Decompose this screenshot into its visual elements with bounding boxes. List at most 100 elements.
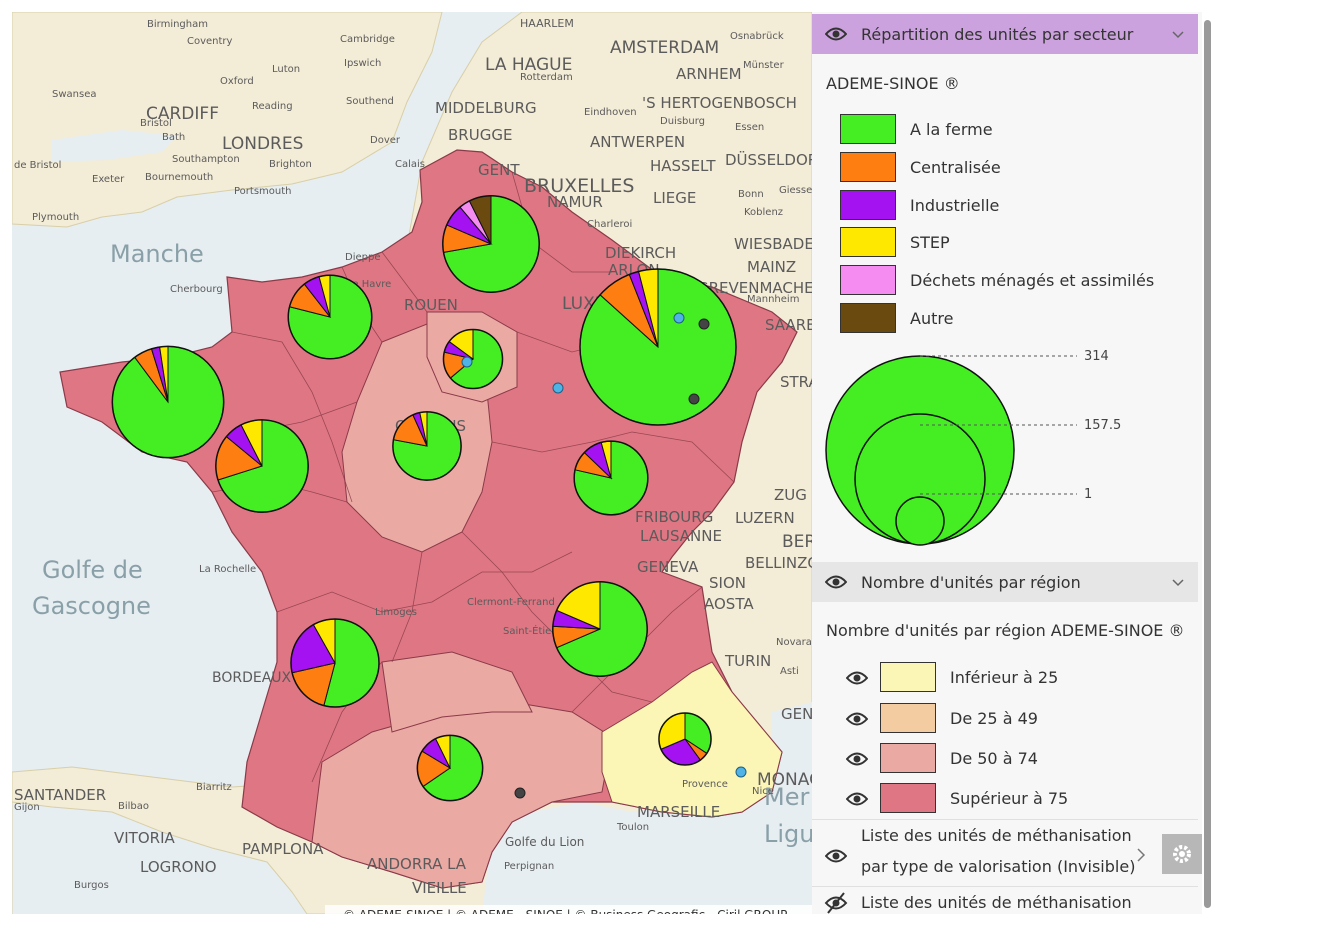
eye-icon[interactable] bbox=[846, 751, 868, 767]
city-label: MIDDELBURG bbox=[435, 99, 537, 117]
city-label: Exeter bbox=[92, 174, 125, 185]
pie-grand-est[interactable] bbox=[579, 268, 737, 426]
legend-swatch bbox=[840, 190, 896, 220]
city-label: Luton bbox=[272, 64, 300, 75]
city-label: LAUSANNE bbox=[640, 527, 722, 545]
city-label: Cambridge bbox=[340, 34, 395, 45]
map-attribution: © ADEME-SINOE | © ADEME - SINOE | © Busi… bbox=[325, 905, 812, 914]
city-label: Cherbourg bbox=[170, 284, 223, 295]
chevron-down-icon[interactable] bbox=[1172, 576, 1184, 588]
point-marker-dark[interactable] bbox=[688, 393, 700, 405]
eye-off-icon[interactable] bbox=[824, 892, 848, 914]
panel-scrollbar[interactable] bbox=[1204, 20, 1211, 908]
city-label: HASSELT bbox=[650, 157, 716, 175]
pie-bourgogne-franche-comte[interactable] bbox=[573, 440, 649, 516]
city-label: LA HAGUE bbox=[485, 55, 572, 75]
legend-swatch bbox=[840, 303, 896, 333]
city-label: de Bristol bbox=[14, 160, 61, 171]
city-label: Brighton bbox=[269, 159, 312, 170]
pie-occitanie[interactable] bbox=[416, 734, 484, 802]
pie-pays-de-la-loire[interactable] bbox=[215, 419, 309, 513]
layer-label: Liste des unités de méthanisation (Invis… bbox=[861, 893, 1132, 912]
layer-row-units-list[interactable]: Liste des unités de méthanisation (Invis… bbox=[812, 886, 1198, 914]
layer-label-line1: Liste des unités de méthanisation bbox=[861, 826, 1132, 845]
city-label: Toulon bbox=[616, 822, 649, 833]
eye-icon[interactable] bbox=[846, 670, 868, 686]
city-label: Southend bbox=[346, 96, 394, 107]
city-label: SION bbox=[709, 574, 746, 592]
city-label: ZUG bbox=[774, 486, 807, 504]
pie-provence-alpes-cote-dazur[interactable] bbox=[658, 712, 712, 766]
point-marker-dark[interactable] bbox=[514, 787, 526, 799]
size-circle-min bbox=[895, 496, 945, 546]
eye-icon[interactable] bbox=[825, 848, 847, 864]
settings-button[interactable] bbox=[1162, 834, 1202, 874]
region-subtitle: Nombre d'unités par région ADEME-SINOE ® bbox=[826, 621, 1185, 640]
point-marker-blue[interactable] bbox=[673, 312, 685, 324]
city-label: Rotterdam bbox=[520, 72, 573, 83]
point-markers[interactable] bbox=[461, 312, 747, 799]
city-label: STRA bbox=[780, 373, 812, 391]
legend-swatch bbox=[880, 662, 936, 692]
eye-icon[interactable] bbox=[846, 791, 868, 807]
city-label: Reading bbox=[252, 101, 293, 112]
city-label: Ipswich bbox=[344, 58, 381, 69]
city-label: Le Havre bbox=[347, 279, 391, 290]
pie-centre-val-de-loire[interactable] bbox=[392, 411, 462, 481]
city-label: GENT bbox=[478, 161, 520, 179]
size-value-max: 314 bbox=[1084, 349, 1109, 364]
gear-icon bbox=[1173, 845, 1191, 863]
chevron-down-icon[interactable] bbox=[1172, 28, 1184, 40]
point-marker-blue[interactable] bbox=[461, 356, 473, 368]
legend-swatch bbox=[840, 265, 896, 295]
legend-swatch bbox=[840, 152, 896, 182]
city-label: ARNHEM bbox=[676, 65, 742, 83]
city-label: BELLINZO bbox=[745, 554, 812, 572]
city-label: Dieppe bbox=[345, 252, 380, 263]
pie-outline bbox=[658, 712, 712, 766]
layer-header-region[interactable]: Nombre d'unités par région bbox=[812, 562, 1198, 602]
pie-outline bbox=[579, 268, 737, 426]
eye-icon[interactable] bbox=[846, 711, 868, 727]
pie-outline bbox=[215, 419, 309, 513]
city-label: GENEVA bbox=[637, 558, 699, 576]
point-marker-blue[interactable] bbox=[735, 766, 747, 778]
pie-ile-de-france[interactable] bbox=[442, 328, 504, 390]
city-label: Bristol bbox=[140, 118, 172, 129]
pie-bretagne[interactable] bbox=[111, 345, 225, 459]
city-label: AMSTERDAM bbox=[610, 38, 719, 58]
pie-outline bbox=[442, 328, 504, 390]
legend-swatch bbox=[880, 783, 936, 813]
city-label: Essen bbox=[735, 122, 764, 133]
pie-charts[interactable] bbox=[111, 195, 737, 802]
layer-header-sector[interactable]: Répartition des unités par secteur bbox=[812, 14, 1198, 54]
city-label: Münster bbox=[743, 60, 785, 71]
legend-label: De 25 à 49 bbox=[950, 709, 1038, 728]
point-marker-blue[interactable] bbox=[552, 382, 564, 394]
eye-icon[interactable] bbox=[825, 574, 847, 590]
chevron-right-icon[interactable] bbox=[1136, 848, 1146, 862]
pie-auvergne-rhone-alpes[interactable] bbox=[552, 581, 648, 677]
legend-label: Industrielle bbox=[910, 196, 1000, 215]
pie-normandie[interactable] bbox=[287, 274, 373, 360]
size-legend: 314 157.5 1 bbox=[825, 349, 1121, 546]
legend-label: STEP bbox=[910, 233, 950, 252]
city-label: ANTWERPEN bbox=[590, 133, 685, 151]
city-label: Perpignan bbox=[504, 861, 554, 872]
city-label: Asti bbox=[780, 666, 799, 677]
city-label: CARDIFF bbox=[146, 104, 219, 124]
city-label: PAMPLONA bbox=[242, 840, 324, 858]
pie-nouvelle-aquitaine[interactable] bbox=[290, 618, 380, 708]
land-wales-bay bbox=[52, 130, 177, 162]
city-label: MAINZ bbox=[747, 258, 796, 276]
map[interactable]: Manche Golfe de Gascogne Mer Ligu Birmin… bbox=[12, 12, 812, 914]
layer-row-units-by-valorisation[interactable]: Liste des unités de méthanisation par ty… bbox=[812, 819, 1202, 888]
city-label: La Rochelle bbox=[199, 564, 256, 575]
eye-icon[interactable] bbox=[825, 26, 847, 42]
city-label: VIEILLE bbox=[412, 879, 467, 897]
sea-golfe-1: Golfe de bbox=[42, 556, 143, 584]
point-marker-dark[interactable] bbox=[698, 318, 710, 330]
pie-hauts-de-france[interactable] bbox=[442, 195, 540, 293]
map-canvas[interactable]: Manche Golfe de Gascogne Mer Ligu Birmin… bbox=[12, 12, 812, 914]
size-value-mid: 157.5 bbox=[1084, 418, 1121, 433]
